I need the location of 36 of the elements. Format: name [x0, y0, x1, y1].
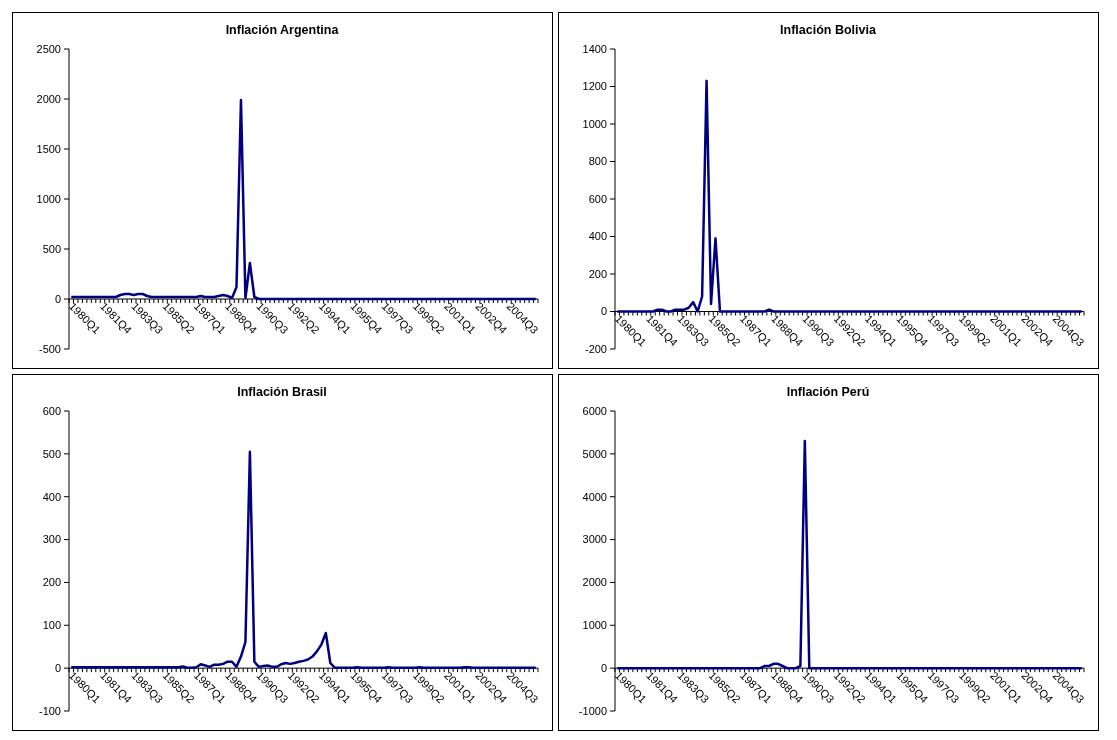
- chart-title: Inflación Brasil: [237, 385, 327, 399]
- chart-title: Inflación Argentina: [225, 23, 340, 37]
- y-tick-label: -100: [38, 704, 61, 717]
- y-tick-label: 1000: [582, 117, 607, 130]
- chart-title: Inflación Perú: [786, 385, 870, 399]
- y-tick-label: 100: [42, 619, 61, 632]
- y-tick-label: 800: [588, 155, 607, 168]
- y-tick-label: 6000: [582, 404, 607, 417]
- y-tick-label: 1500: [36, 142, 61, 155]
- y-tick-label: 1200: [582, 80, 607, 93]
- y-tick-label: 400: [42, 490, 61, 503]
- y-tick-label: 5000: [582, 447, 607, 460]
- y-tick-label: 0: [54, 661, 61, 674]
- y-tick-label: 600: [588, 192, 607, 205]
- y-tick-label: 0: [600, 661, 607, 674]
- y-tick-label: 1000: [36, 192, 61, 205]
- y-tick-label: 500: [42, 242, 61, 255]
- y-tick-label: 500: [42, 447, 61, 460]
- y-tick-label: 600: [42, 404, 61, 417]
- y-tick-label: 0: [54, 292, 61, 305]
- y-tick-label: 300: [42, 533, 61, 546]
- y-tick-label: 3000: [582, 533, 607, 546]
- y-tick-label: -500: [38, 342, 61, 355]
- y-tick-label: 1400: [582, 42, 607, 55]
- y-tick-label: 200: [42, 576, 61, 589]
- y-tick-label: 2000: [582, 576, 607, 589]
- y-tick-label: -200: [584, 342, 607, 355]
- y-tick-label: 1000: [582, 619, 607, 632]
- y-tick-label: 2000: [36, 92, 61, 105]
- y-tick-label: 200: [588, 267, 607, 280]
- y-tick-label: 0: [600, 305, 607, 318]
- y-tick-label: 4000: [582, 490, 607, 503]
- y-tick-label: -1000: [578, 704, 607, 717]
- y-tick-label: 400: [588, 230, 607, 243]
- y-tick-label: 2500: [36, 42, 61, 55]
- chart-title: Inflación Bolivia: [780, 23, 877, 37]
